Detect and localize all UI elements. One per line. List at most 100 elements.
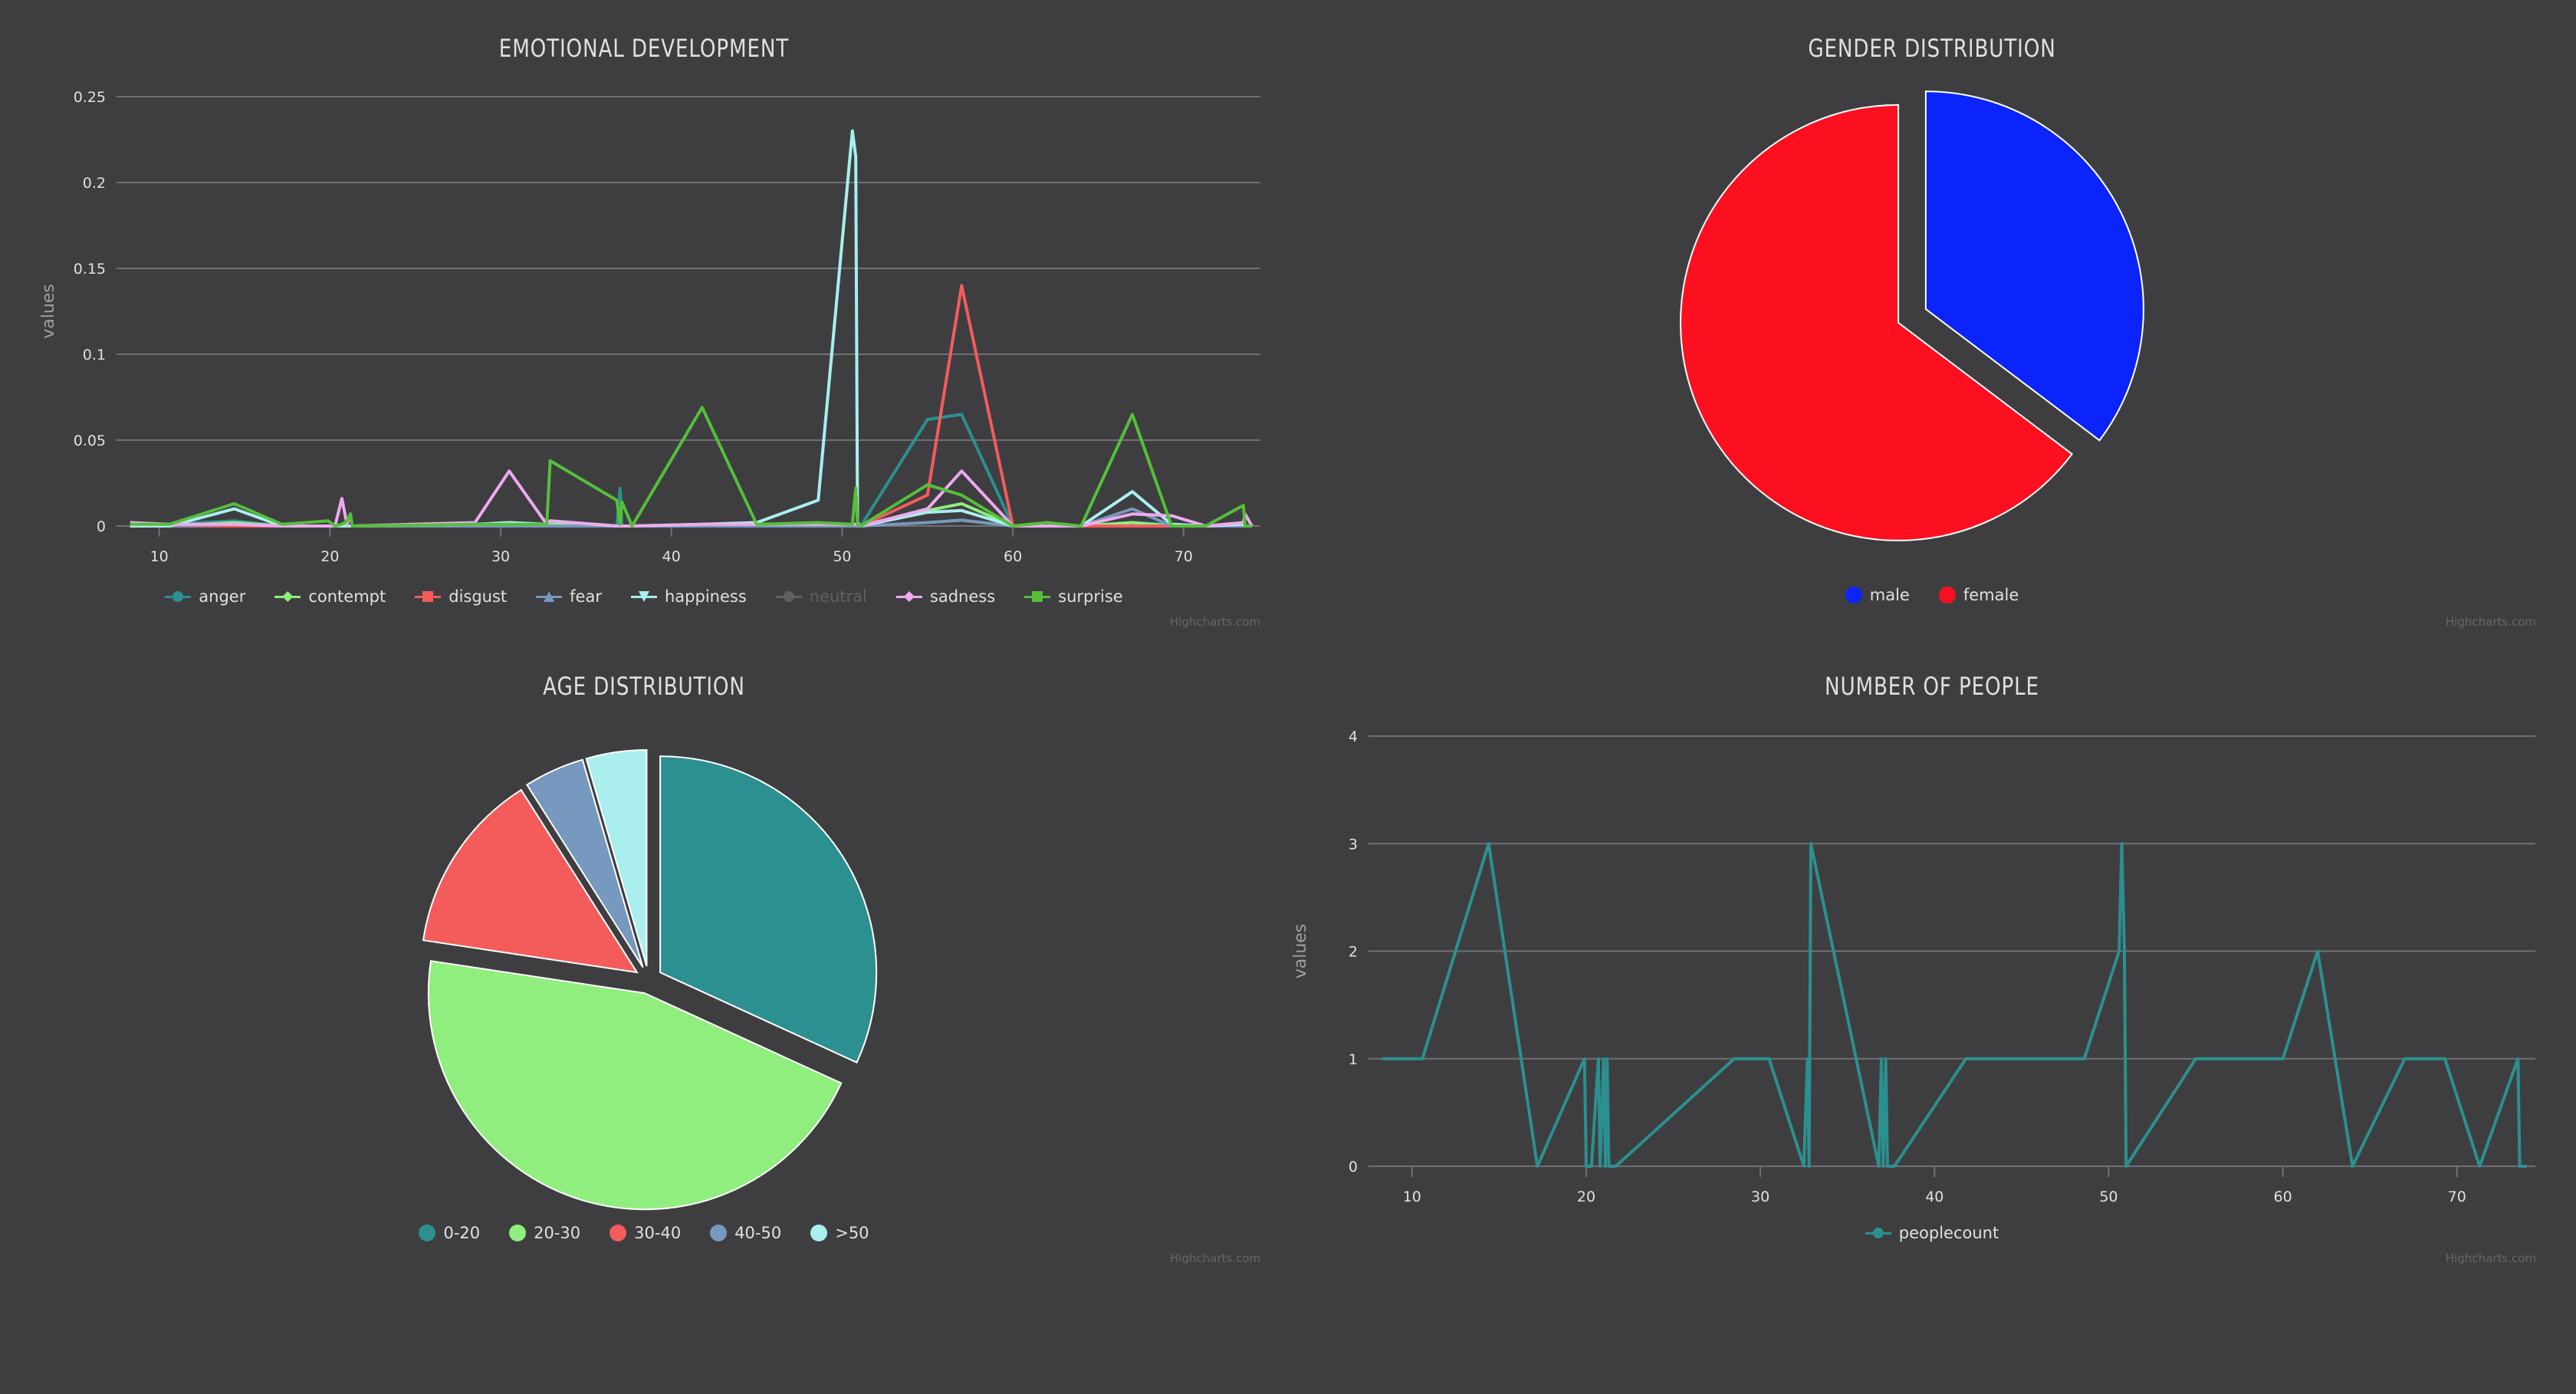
y-tick-label: 3 — [1349, 836, 1358, 853]
legend-marker-icon — [895, 589, 922, 604]
legend-item-neutral[interactable]: neutral — [775, 587, 867, 606]
legend-item-fear[interactable]: fear — [536, 587, 602, 606]
legend-item-4050[interactable]: 40-50 — [710, 1224, 781, 1242]
pie-slice-020[interactable] — [659, 755, 878, 1064]
emotional-line-chart: 0 0.05 0.1 0.15 0.2 0.25 10 20 30 40 50 60 70 values — [39, 89, 1260, 565]
y-tick-label: 0.15 — [74, 261, 106, 278]
chart-legend: anger contempt disgust fear happiness neutral… — [0, 587, 1288, 606]
legend-label: 40-50 — [734, 1224, 782, 1242]
legend-item-peoplecount[interactable]: peoplecount — [1865, 1224, 1999, 1242]
x-tick-label: 40 — [1925, 1189, 1944, 1205]
y-tick-label: 0.25 — [74, 89, 106, 106]
legend-label: neutral — [809, 587, 867, 606]
credits-link[interactable]: Highcharts.com — [2445, 615, 2536, 629]
x-tick-label: 20 — [320, 548, 339, 565]
legend-label: 20-30 — [534, 1224, 581, 1242]
legend-label: male — [1869, 586, 1910, 604]
chart-legend: male female — [1288, 586, 2576, 604]
pie-slice-3040[interactable] — [422, 788, 639, 974]
legend-dot-icon — [419, 1225, 436, 1241]
x-tick-label: 50 — [833, 548, 851, 565]
legend-label: surprise — [1058, 587, 1123, 606]
x-tick-label: 20 — [1577, 1189, 1595, 1205]
legend-label: happiness — [664, 587, 747, 606]
y-tick-label: 0 — [1349, 1159, 1358, 1175]
chart-title: AGE DISTRIBUTION — [543, 672, 745, 701]
x-tick-label: 10 — [1403, 1189, 1421, 1205]
chart-title: NUMBER OF PEOPLE — [1825, 672, 2039, 701]
y-axis-title: values — [39, 284, 58, 339]
pie-slice-4050[interactable] — [525, 758, 644, 968]
series-line-surprise[interactable] — [130, 406, 1252, 528]
y-tick-label: 4 — [1349, 728, 1358, 745]
legend-dot-icon — [509, 1225, 527, 1241]
x-tick-label: 70 — [2448, 1189, 2466, 1205]
legend-item-contempt[interactable]: contempt — [274, 587, 386, 606]
credits-link[interactable]: Highcharts.com — [1169, 615, 1260, 629]
pie-slice-male[interactable] — [1924, 90, 2144, 442]
legend-item-disgust[interactable]: disgust — [415, 587, 507, 606]
legend-item-50[interactable]: >50 — [810, 1224, 869, 1242]
x-tick-label: 50 — [2099, 1189, 2118, 1205]
credits-link[interactable]: Highcharts.com — [2445, 1251, 2536, 1265]
pie-slice-female[interactable] — [1680, 104, 2074, 541]
legend-label: disgust — [449, 587, 508, 606]
legend-item-happiness[interactable]: happiness — [630, 587, 747, 606]
legend-dot-icon — [810, 1225, 828, 1241]
series-line-happiness[interactable] — [130, 129, 1252, 528]
legend-dot-icon — [610, 1225, 627, 1241]
age-pie-chart — [422, 749, 878, 1211]
legend-label: contempt — [308, 587, 386, 606]
age-distribution-chart: AGE DISTRIBUTION 0-20 20-30 30-40 40-50 >50 … — [0, 644, 1288, 1288]
chart-legend: 0-20 20-30 30-40 40-50 >50 — [0, 1224, 1288, 1242]
legend-marker-icon — [165, 589, 192, 604]
x-tick-label: 30 — [491, 548, 510, 565]
series-line-peoplecount[interactable] — [1382, 842, 2527, 1168]
chart-title: EMOTIONAL DEVELOPMENT — [498, 34, 790, 63]
legend-item-3040[interactable]: 30-40 — [610, 1224, 681, 1242]
legend-marker-icon — [1865, 1225, 1891, 1241]
y-tick-label: 0 — [97, 518, 106, 535]
legend-marker-icon — [630, 589, 657, 604]
gender-pie-chart — [1680, 90, 2144, 541]
legend-label: fear — [570, 587, 602, 606]
legend-label: sadness — [929, 587, 996, 606]
x-tick-label: 60 — [2274, 1189, 2292, 1205]
legend-marker-icon — [415, 589, 442, 604]
credits-link[interactable]: Highcharts.com — [1169, 1251, 1260, 1265]
legend-label: anger — [199, 587, 246, 606]
legend-item-020[interactable]: 0-20 — [419, 1224, 480, 1242]
chart-legend: peoplecount — [1288, 1224, 2576, 1242]
legend-label: 30-40 — [634, 1224, 682, 1242]
x-tick-label: 60 — [1004, 548, 1022, 565]
x-tick-label: 70 — [1175, 548, 1193, 565]
legend-item-female[interactable]: female — [1938, 586, 2019, 604]
legend-item-sadness[interactable]: sadness — [895, 587, 996, 606]
series-line-anger[interactable] — [130, 413, 1252, 528]
legend-dot-icon — [710, 1225, 728, 1241]
series-line-sadness[interactable] — [130, 469, 1254, 528]
y-tick-label: 1 — [1349, 1051, 1358, 1068]
x-tick-label: 40 — [662, 548, 681, 565]
series-line-disgust[interactable] — [130, 284, 1252, 528]
legend-item-anger[interactable]: anger — [165, 587, 245, 606]
people-line-chart: 0 1 2 3 4 10 20 30 40 50 60 70 values — [1291, 728, 2535, 1205]
legend-label: female — [1963, 586, 2019, 604]
legend-item-male[interactable]: male — [1845, 586, 1910, 604]
legend-label: 0-20 — [443, 1224, 481, 1242]
pie-slice-2030[interactable] — [427, 960, 843, 1211]
legend-label: peoplecount — [1898, 1224, 1999, 1242]
emotional-development-chart: EMOTIONAL DEVELOPMENT 0 0.05 0.1 0.15 0.2 0.2… — [0, 0, 1288, 644]
legend-dot-icon — [1845, 587, 1862, 603]
legend-item-surprise[interactable]: surprise — [1024, 587, 1123, 606]
legend-item-2030[interactable]: 20-30 — [509, 1224, 580, 1242]
chart-title: GENDER DISTRIBUTION — [1808, 34, 2056, 63]
gender-distribution-chart: GENDER DISTRIBUTION male female Highchart… — [1288, 0, 2576, 644]
legend-dot-icon — [1938, 587, 1956, 603]
x-tick-label: 10 — [150, 548, 169, 565]
legend-marker-icon — [536, 589, 563, 604]
y-tick-label: 2 — [1349, 944, 1358, 961]
y-axis-title: values — [1291, 924, 1310, 979]
pie-slice-50[interactable] — [585, 749, 648, 967]
y-tick-label: 0.1 — [83, 347, 106, 363]
